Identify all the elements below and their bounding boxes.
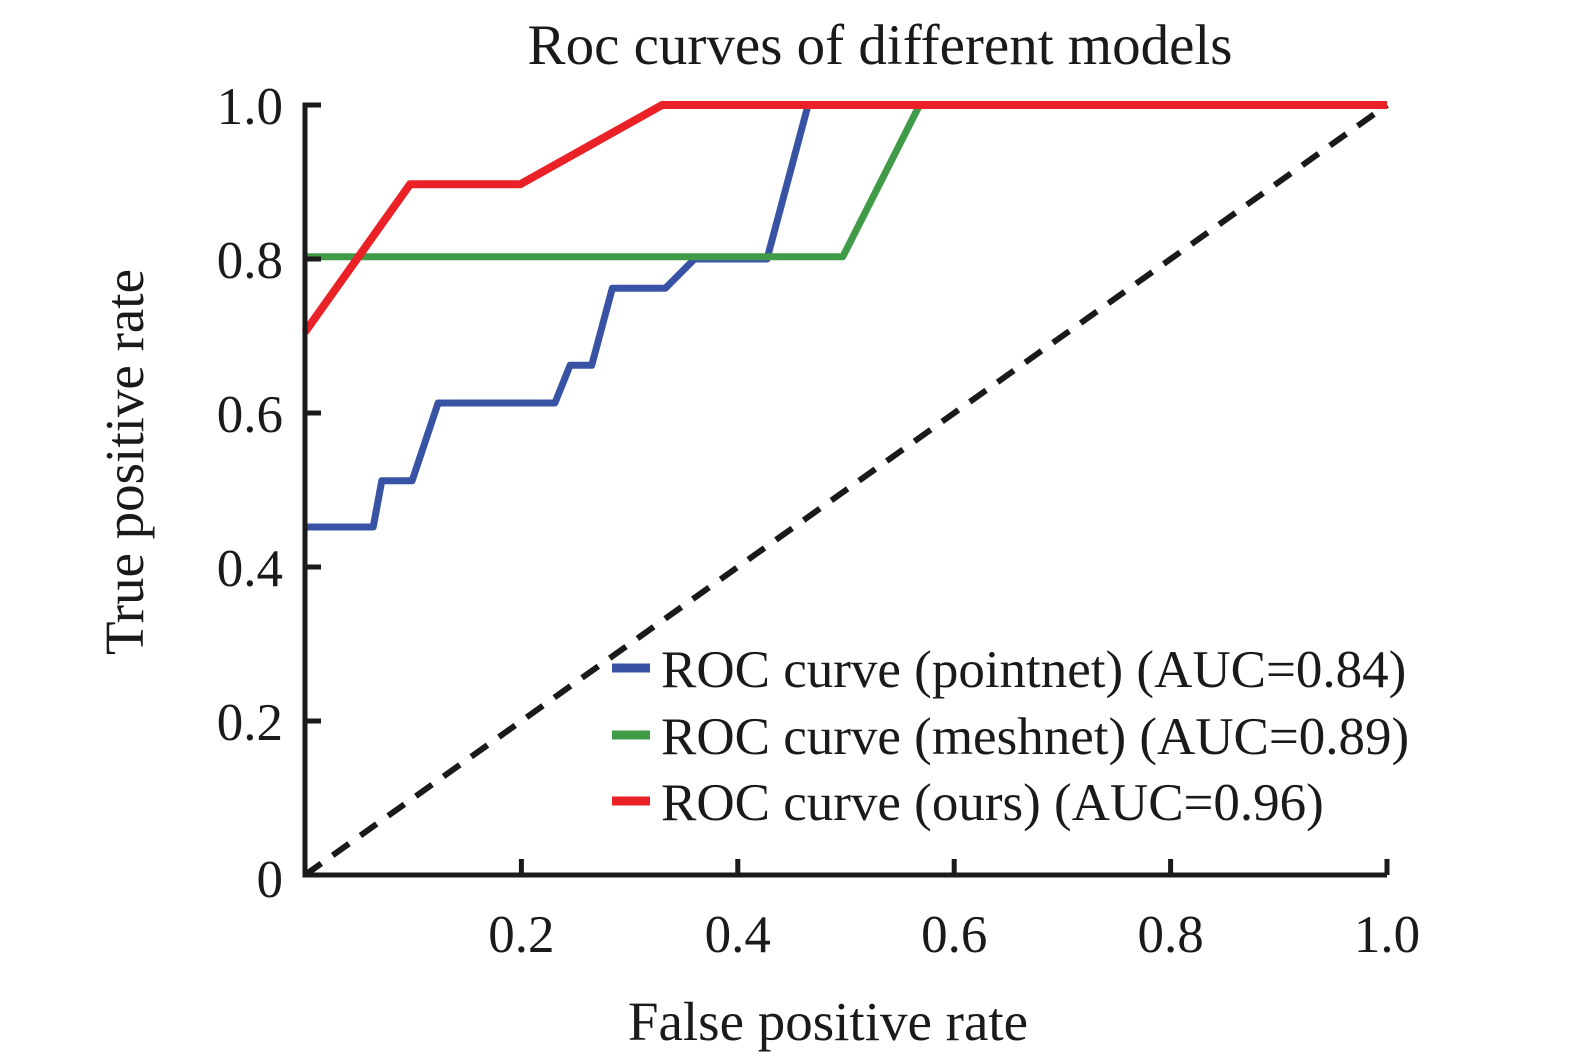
x-tick-label: 0.6 — [921, 906, 987, 964]
chart-title: Roc curves of different models — [528, 14, 1233, 77]
legend-item-ours: ROC curve (ours) (AUC=0.96) — [612, 774, 1324, 832]
x-tick-labels: 0.2 0.4 0.6 0.8 1.0 — [488, 906, 1420, 964]
y-tick-labels: 0.2 0.4 0.6 0.8 1.0 — [217, 78, 283, 752]
y-origin-label: 0 — [257, 851, 284, 909]
x-tick-label: 0.4 — [705, 906, 771, 964]
roc-curve-ours — [301, 101, 1387, 335]
x-ticks — [518, 859, 1390, 875]
x-tick-label: 0.2 — [488, 906, 554, 964]
axis-spines — [302, 102, 1387, 878]
y-tick-label: 0.8 — [217, 232, 283, 290]
legend-label-meshnet: ROC curve (meshnet) (AUC=0.89) — [661, 708, 1409, 766]
y-tick-label: 0.4 — [217, 540, 283, 598]
y-tick-label: 1.0 — [217, 78, 283, 136]
y-axis-label: True positive rate — [94, 269, 155, 655]
x-tick-label: 0.8 — [1137, 906, 1203, 964]
legend-label-pointnet: ROC curve (pointnet) (AUC=0.84) — [661, 641, 1406, 699]
legend-item-meshnet: ROC curve (meshnet) (AUC=0.89) — [612, 708, 1409, 766]
x-tick-label: 1.0 — [1354, 906, 1420, 964]
legend: ROC curve (pointnet) (AUC=0.84) ROC curv… — [612, 641, 1409, 832]
roc-curve-pointnet — [305, 101, 1387, 531]
legend-item-pointnet: ROC curve (pointnet) (AUC=0.84) — [612, 641, 1406, 699]
legend-label-ours: ROC curve (ours) (AUC=0.96) — [661, 774, 1324, 832]
y-tick-label: 0.6 — [217, 386, 283, 444]
y-tick-label: 0.2 — [217, 694, 283, 752]
chance-line — [303, 102, 1389, 878]
x-axis-label: False positive rate — [628, 991, 1028, 1052]
y-ticks — [305, 102, 321, 724]
